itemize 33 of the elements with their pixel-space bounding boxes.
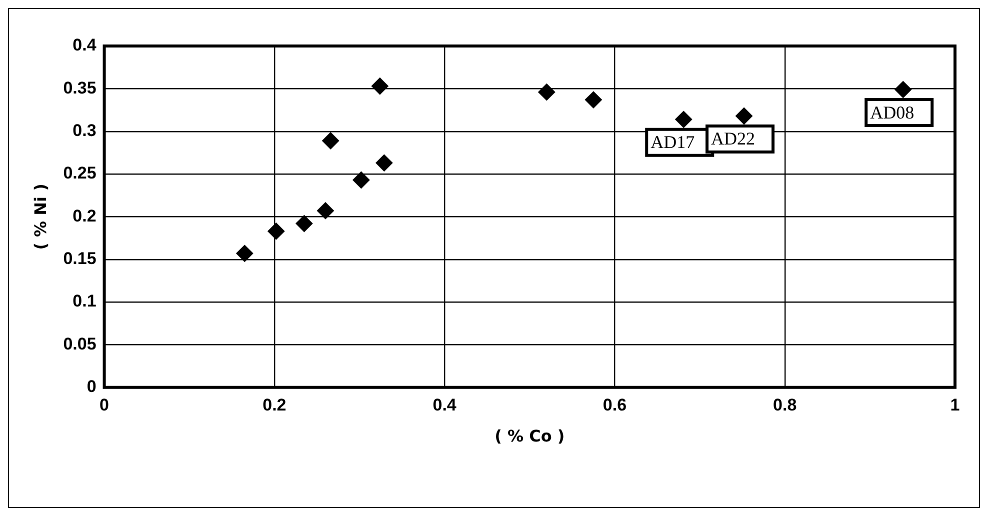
point xyxy=(371,78,388,95)
x-tick-label: 1 xyxy=(950,395,960,414)
x-tick-label: 0.4 xyxy=(432,395,457,414)
point xyxy=(268,222,285,240)
y-tick-label: 0.05 xyxy=(63,334,96,354)
x-tick-label: 0.8 xyxy=(773,395,797,414)
y-tick-label: 0.25 xyxy=(63,164,96,183)
point xyxy=(584,91,602,108)
point xyxy=(316,202,334,220)
point xyxy=(352,172,370,188)
x-tick-label: 0.6 xyxy=(602,395,627,414)
y-tick-label: 0.15 xyxy=(63,249,96,268)
y-tick-label: 0.3 xyxy=(72,121,96,140)
annotation: AD22 xyxy=(711,128,756,149)
y-tick-label: 0.1 xyxy=(72,292,96,311)
y-axis-title: ( % Ni ) xyxy=(30,184,50,250)
point xyxy=(675,110,692,128)
x-tick-label: 0.2 xyxy=(262,395,286,414)
y-tick-label: 0.2 xyxy=(72,206,96,226)
y-tick-label: 0.4 xyxy=(72,36,97,55)
point xyxy=(322,132,340,150)
y-tick-label: 0 xyxy=(86,377,96,396)
x-axis-title: ( % Co ) xyxy=(494,426,565,446)
point xyxy=(894,81,912,98)
x-tick-label: 0 xyxy=(100,395,110,414)
annotation: AD08 xyxy=(870,102,914,122)
point xyxy=(236,244,254,262)
point xyxy=(736,107,753,124)
y-tick-label: 0.35 xyxy=(63,78,96,98)
annotation: AD17 xyxy=(650,132,695,152)
point xyxy=(376,154,393,172)
point xyxy=(296,215,313,232)
point xyxy=(538,84,556,101)
